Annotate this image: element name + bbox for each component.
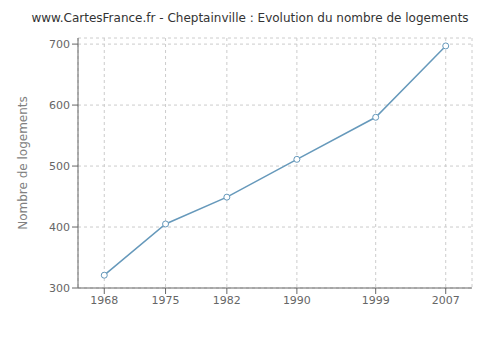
svg-text:1968: 1968: [90, 294, 118, 307]
svg-text:1999: 1999: [362, 294, 390, 307]
svg-text:1975: 1975: [152, 294, 180, 307]
svg-text:700: 700: [49, 38, 70, 51]
svg-text:300: 300: [49, 282, 70, 295]
svg-text:400: 400: [49, 221, 70, 234]
svg-text:1990: 1990: [283, 294, 311, 307]
svg-text:2007: 2007: [432, 294, 460, 307]
svg-text:1982: 1982: [213, 294, 241, 307]
svg-text:Nombre de logements: Nombre de logements: [16, 96, 30, 230]
svg-text:500: 500: [49, 160, 70, 173]
html-text:www.CartesFrance.fr - Cheptain: www.CartesFrance.fr - Cheptainville : Ev…: [31, 11, 469, 25]
svg-text:600: 600: [49, 99, 70, 112]
